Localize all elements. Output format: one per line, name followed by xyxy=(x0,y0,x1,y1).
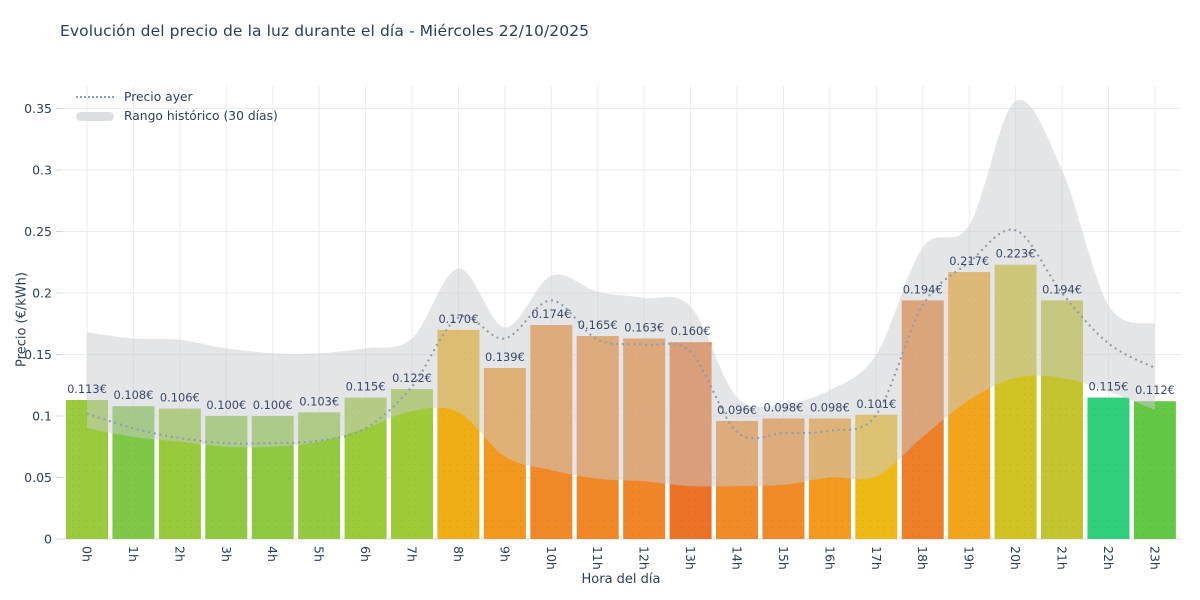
x-tick-label-3h: 3h xyxy=(219,546,234,562)
chart-title: Evolución del precio de la luz durante e… xyxy=(60,22,590,40)
y-tick-label: 0.1 xyxy=(32,408,52,423)
bar-value-label-1h: 0.108€ xyxy=(114,388,154,402)
bar-value-label-9h: 0.139€ xyxy=(485,350,525,364)
x-tick-label-8h: 8h xyxy=(451,546,466,562)
x-tick-label-0h: 0h xyxy=(80,546,95,562)
legend-item-yesterday[interactable]: Precio ayer xyxy=(76,90,278,104)
x-tick-label-15h: 15h xyxy=(776,546,791,570)
bar-value-label-5h: 0.103€ xyxy=(299,394,339,408)
x-axis-title: Hora del día xyxy=(581,572,661,587)
x-tick-label-4h: 4h xyxy=(265,546,280,562)
y-axis-title: Precio (€/kWh) xyxy=(14,272,30,367)
bar-value-label-18h: 0.194€ xyxy=(903,282,943,296)
x-tick-label-2h: 2h xyxy=(172,546,187,562)
bar-value-label-4h: 0.100€ xyxy=(253,398,293,412)
x-tick-label-19h: 19h xyxy=(962,546,977,570)
bar-value-label-3h: 0.100€ xyxy=(206,398,246,412)
bar-value-label-12h: 0.163€ xyxy=(624,321,664,335)
bar-value-label-7h: 0.122€ xyxy=(392,371,432,385)
y-tick-label: 0.35 xyxy=(24,101,52,116)
y-tick-label: 0.25 xyxy=(24,224,52,239)
bar-value-label-15h: 0.098€ xyxy=(764,400,804,414)
legend-item-range[interactable]: Rango histórico (30 días) xyxy=(76,109,278,123)
bar-value-label-0h: 0.113€ xyxy=(67,382,107,396)
bar-value-label-8h: 0.170€ xyxy=(439,312,479,326)
x-tick-label-11h: 11h xyxy=(590,546,605,570)
legend-range-label: Rango histórico (30 días) xyxy=(124,109,278,123)
range-band-swatch xyxy=(76,111,114,121)
x-tick-label-16h: 16h xyxy=(822,546,837,570)
bar-value-label-2h: 0.106€ xyxy=(160,391,200,405)
yesterday-price-line xyxy=(86,228,1156,445)
bar-value-label-13h: 0.160€ xyxy=(671,324,711,338)
bar-value-label-11h: 0.165€ xyxy=(578,318,618,332)
y-tick-label: 0.3 xyxy=(32,162,52,177)
x-tick-label-21h: 21h xyxy=(1055,546,1070,570)
x-tick-label-6h: 6h xyxy=(358,546,373,562)
bar-value-label-20h: 0.223€ xyxy=(996,247,1036,261)
bar-value-label-17h: 0.101€ xyxy=(856,397,896,411)
legend: Precio ayer Rango histórico (30 días) xyxy=(76,90,278,123)
x-tick-label-10h: 10h xyxy=(544,546,559,570)
bar-value-label-22h: 0.115€ xyxy=(1089,380,1129,394)
x-tick-label-12h: 12h xyxy=(637,546,652,570)
x-tick-label-9h: 9h xyxy=(497,546,512,562)
legend-yesterday-label: Precio ayer xyxy=(124,90,193,104)
bar-22h[interactable] xyxy=(1087,397,1130,539)
bar-value-label-14h: 0.096€ xyxy=(717,403,757,417)
bar-value-label-16h: 0.098€ xyxy=(810,400,850,414)
bar-value-label-19h: 0.217€ xyxy=(949,254,989,268)
x-tick-label-7h: 7h xyxy=(405,546,420,562)
y-tick-label: 0.2 xyxy=(32,285,52,300)
y-tick-label: 0.05 xyxy=(24,470,52,485)
x-tick-label-20h: 20h xyxy=(1008,546,1023,570)
x-tick-label-17h: 17h xyxy=(869,546,884,570)
x-tick-label-22h: 22h xyxy=(1101,546,1116,570)
x-tick-label-14h: 14h xyxy=(730,546,745,570)
x-tick-label-5h: 5h xyxy=(312,546,327,562)
yesterday-dotted-line-swatch xyxy=(76,96,114,98)
bar-23h[interactable] xyxy=(1133,401,1176,539)
bar-value-label-10h: 0.174€ xyxy=(531,307,571,321)
y-tick-label: 0.15 xyxy=(24,347,52,362)
x-tick-label-13h: 13h xyxy=(683,546,698,570)
bar-value-label-6h: 0.115€ xyxy=(346,380,386,394)
x-tick-label-23h: 23h xyxy=(1147,546,1162,570)
bar-value-label-23h: 0.112€ xyxy=(1135,383,1175,397)
y-tick-label: 0 xyxy=(44,531,52,546)
x-tick-label-18h: 18h xyxy=(915,546,930,570)
bar-value-label-21h: 0.194€ xyxy=(1042,282,1082,296)
x-tick-label-1h: 1h xyxy=(126,546,141,562)
